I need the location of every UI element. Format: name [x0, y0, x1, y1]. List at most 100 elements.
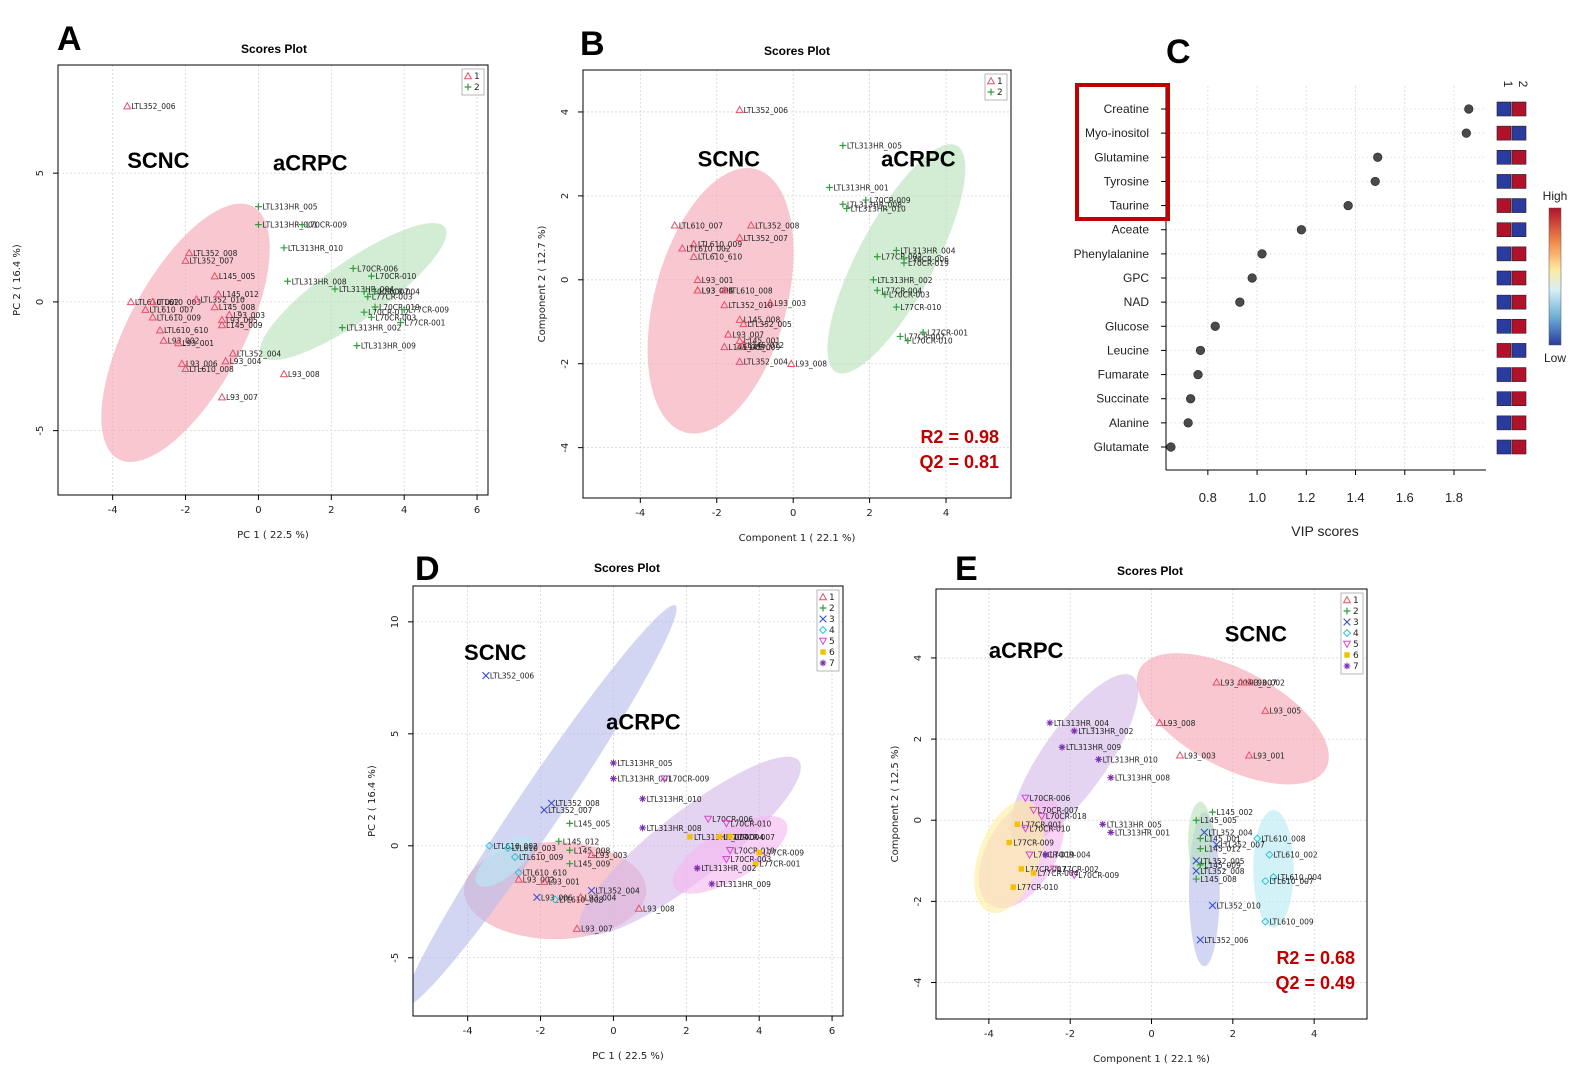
point-marker [148, 312, 157, 321]
point-label: L145_005 [219, 272, 256, 281]
feature-label: Alanine [1109, 416, 1149, 430]
x-tick-label: -2 [181, 505, 191, 516]
point-label: LTL313HR_004 [900, 246, 955, 255]
point-label: LTL313HR_002 [346, 324, 401, 333]
point-marker [192, 294, 201, 303]
legend-entry: 1 [997, 77, 1003, 87]
point-marker [735, 233, 744, 242]
x-tick-label: 0 [610, 1026, 616, 1037]
point-label: LTL610_008 [190, 365, 235, 374]
point-marker [371, 303, 379, 311]
point-marker [639, 795, 646, 803]
y-tick-label: -2 [913, 896, 924, 906]
point-marker [987, 88, 995, 96]
x-tick-label: 0 [255, 505, 261, 516]
point-label: LTL352_008 [193, 249, 238, 258]
point-marker [735, 315, 744, 323]
point-marker [1192, 867, 1201, 875]
point-marker [735, 105, 744, 114]
heat-cell-2 [1511, 198, 1527, 213]
point-marker [367, 272, 375, 280]
point-marker [566, 860, 574, 868]
point-marker [1342, 595, 1352, 604]
point-label: L77CR-004 [379, 288, 420, 297]
plot-frame [582, 69, 1012, 499]
y-tick-label: -4 [560, 443, 571, 453]
point-label: LTL352_008 [555, 799, 600, 808]
confidence-ellipses [647, 144, 966, 434]
point-label: LTL610_009 [698, 240, 743, 249]
point-marker [1236, 677, 1246, 686]
point-label: L145_012 [563, 837, 600, 846]
point-label: LTL313HR_001 [1115, 828, 1170, 837]
feature-label: Creatine [1104, 102, 1150, 116]
point-marker [766, 298, 775, 307]
point-label: LTL313HR_010 [288, 244, 343, 253]
point-marker [687, 834, 693, 840]
confidence-ellipse [101, 203, 270, 462]
point-label: L145_001 [744, 337, 781, 346]
point-label: L70CR-010 [730, 819, 771, 828]
point-label: LTL313HR_009 [1066, 743, 1121, 752]
heat-cell-2 [1511, 174, 1527, 189]
vip-point [1370, 176, 1380, 187]
point-label: L145_002 [1216, 808, 1253, 817]
point-label: LTL610_008 [728, 286, 773, 295]
point-label: L77CR-002 [1058, 865, 1099, 874]
point-marker [819, 659, 827, 667]
point-marker [1196, 835, 1204, 842]
point-marker [360, 308, 368, 316]
point-label: L93_007 [581, 925, 613, 934]
point-label: L77CR-010 [1017, 883, 1058, 892]
heat-cell-1 [1496, 318, 1512, 334]
point-label: L77CR-001 [760, 860, 801, 869]
point-marker [818, 625, 828, 635]
point-label: L145_005 [574, 819, 611, 828]
point-marker [720, 300, 729, 309]
point-label: L93_005 [226, 316, 258, 325]
point-label: L145_009 [744, 343, 781, 352]
y-tick-label: -5 [390, 953, 401, 963]
legend-entry: 1 [1353, 596, 1359, 606]
r2-value: R2 = 0.68 [1276, 948, 1355, 968]
point-label: LTL313HR_002 [1078, 727, 1133, 736]
x-axis-label: PC 1 ( 22.5 %) [237, 530, 309, 541]
point-marker [1030, 870, 1037, 876]
point-marker [225, 310, 234, 318]
point-label: LTL352_005 [748, 320, 793, 329]
legend-box [461, 68, 485, 96]
point-label: LTL313HR_001 [833, 183, 888, 192]
point-label: L77CR-009 [408, 306, 449, 315]
point-marker [818, 637, 828, 646]
point-marker [463, 71, 473, 80]
point-label: LTL352_006 [744, 106, 789, 115]
point-marker [1253, 834, 1262, 843]
x-tick-label: 4 [756, 1026, 762, 1037]
point-label: L93_008 [643, 905, 675, 914]
plot-title: Scores Plot [764, 44, 830, 58]
point-label: L70CR-010 [912, 337, 953, 346]
x-tick-label: 0.8 [1199, 490, 1217, 505]
point-marker [1343, 618, 1351, 626]
point-label: L70CR-009 [668, 775, 709, 784]
vip-point [1166, 442, 1176, 452]
point-label: L70CR-003 [375, 313, 416, 322]
point-label: LTL610_002 [686, 244, 731, 253]
feature-label: Phenylalanine [1074, 247, 1150, 261]
point-marker [255, 203, 262, 211]
point-marker [1209, 808, 1216, 816]
point-label: L70CR-006 [357, 264, 398, 273]
point-label: L70CR-003 [730, 855, 771, 864]
point-marker [689, 252, 699, 260]
point-label: LTL313HR_010 [851, 204, 906, 213]
point-label: L93_001 [182, 339, 214, 348]
point-marker [720, 342, 729, 351]
point-label: L93_002 [523, 875, 555, 884]
point-marker [566, 846, 574, 854]
point-marker [892, 303, 900, 311]
legend-entry: 6 [1353, 651, 1359, 661]
point-marker [1006, 839, 1012, 846]
point-marker [1046, 719, 1054, 727]
heat-cell-2 [1511, 318, 1527, 334]
